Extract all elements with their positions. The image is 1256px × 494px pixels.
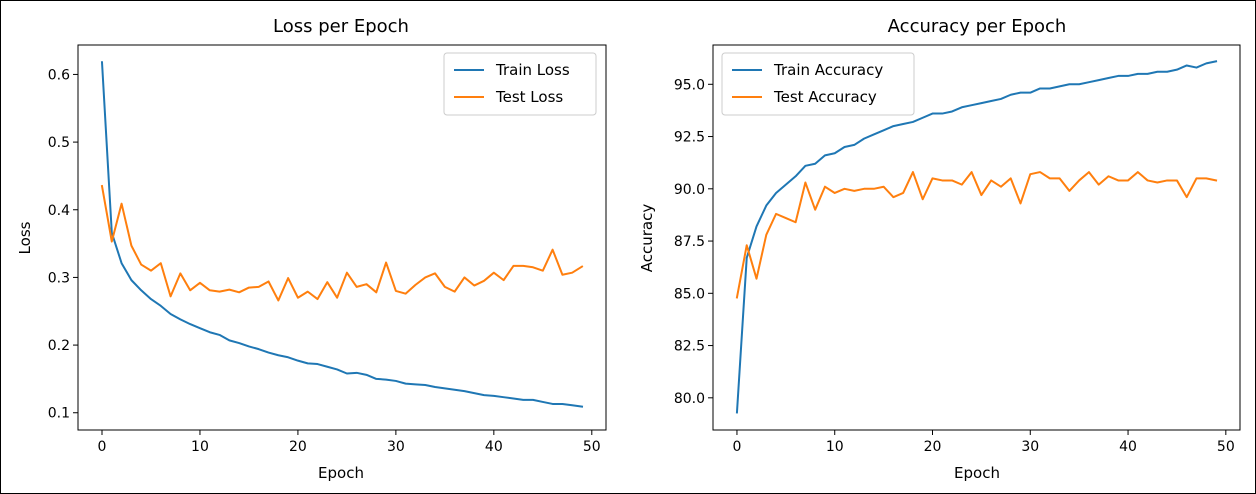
loss-y-tick-label: 0.2 xyxy=(48,338,70,354)
loss-y-tick-label: 0.4 xyxy=(48,203,70,219)
accuracy-y-tick-label: 95.0 xyxy=(674,77,705,93)
accuracy-series-line-1 xyxy=(735,171,1218,299)
loss-chart-title: Loss per Epoch xyxy=(273,16,409,37)
accuracy-y-tick-label: 87.5 xyxy=(674,234,705,250)
loss-subplot: Loss per Epoch Epoch Loss 0 10 20 30 40 50 0.1… xyxy=(16,16,607,482)
accuracy-x-axis-label: Epoch xyxy=(954,464,1000,482)
accuracy-y-tick-label: 82.5 xyxy=(674,339,705,355)
loss-x-tick-label: 10 xyxy=(191,439,209,455)
loss-y-axis-label: Loss xyxy=(16,221,34,254)
accuracy-x-tick-label: 20 xyxy=(924,439,942,455)
accuracy-series-line-0 xyxy=(735,60,1218,414)
accuracy-y-tick-label: 80.0 xyxy=(674,391,705,407)
loss-y-tick-label: 0.3 xyxy=(48,270,70,286)
accuracy-legend: Train Accuracy Test Accuracy xyxy=(721,52,915,116)
loss-axes-frame xyxy=(77,44,607,431)
loss-y-tick-label: 0.5 xyxy=(48,135,70,151)
accuracy-y-tick-label: 92.5 xyxy=(674,130,705,146)
accuracy-legend-label-1: Test Accuracy xyxy=(773,88,877,106)
accuracy-subplot: Accuracy per Epoch Epoch Accuracy 0 10 20 3… xyxy=(638,16,1241,482)
accuracy-x-tick-label: 30 xyxy=(1021,439,1039,455)
loss-x-tick-label: 50 xyxy=(583,439,601,455)
accuracy-x-tick-label: 0 xyxy=(732,439,741,455)
loss-x-tick-label: 20 xyxy=(289,439,307,455)
loss-series-line-0 xyxy=(100,61,584,408)
accuracy-x-tick-label: 50 xyxy=(1217,439,1235,455)
loss-y-tick-label: 0.1 xyxy=(48,406,70,422)
accuracy-axes-frame xyxy=(712,44,1241,431)
loss-legend-label-1: Test Loss xyxy=(495,88,563,106)
accuracy-y-tick-label: 90.0 xyxy=(674,182,705,198)
accuracy-chart-title: Accuracy per Epoch xyxy=(888,16,1067,37)
loss-x-tick-label: 40 xyxy=(485,439,503,455)
loss-x-axis-label: Epoch xyxy=(318,464,364,482)
loss-legend: Train Loss Test Loss xyxy=(443,52,597,116)
accuracy-legend-label-0: Train Accuracy xyxy=(773,61,883,79)
accuracy-y-tick-label: 85.0 xyxy=(674,286,705,302)
loss-x-tick-label: 0 xyxy=(98,439,107,455)
accuracy-x-tick-label: 40 xyxy=(1119,439,1137,455)
loss-series-line-1 xyxy=(100,184,584,302)
accuracy-y-axis-label: Accuracy xyxy=(638,204,656,273)
loss-legend-label-0: Train Loss xyxy=(495,61,570,79)
loss-x-tick-label: 30 xyxy=(387,439,405,455)
loss-y-tick-label: 0.6 xyxy=(48,67,70,83)
accuracy-x-tick-label: 10 xyxy=(826,439,844,455)
